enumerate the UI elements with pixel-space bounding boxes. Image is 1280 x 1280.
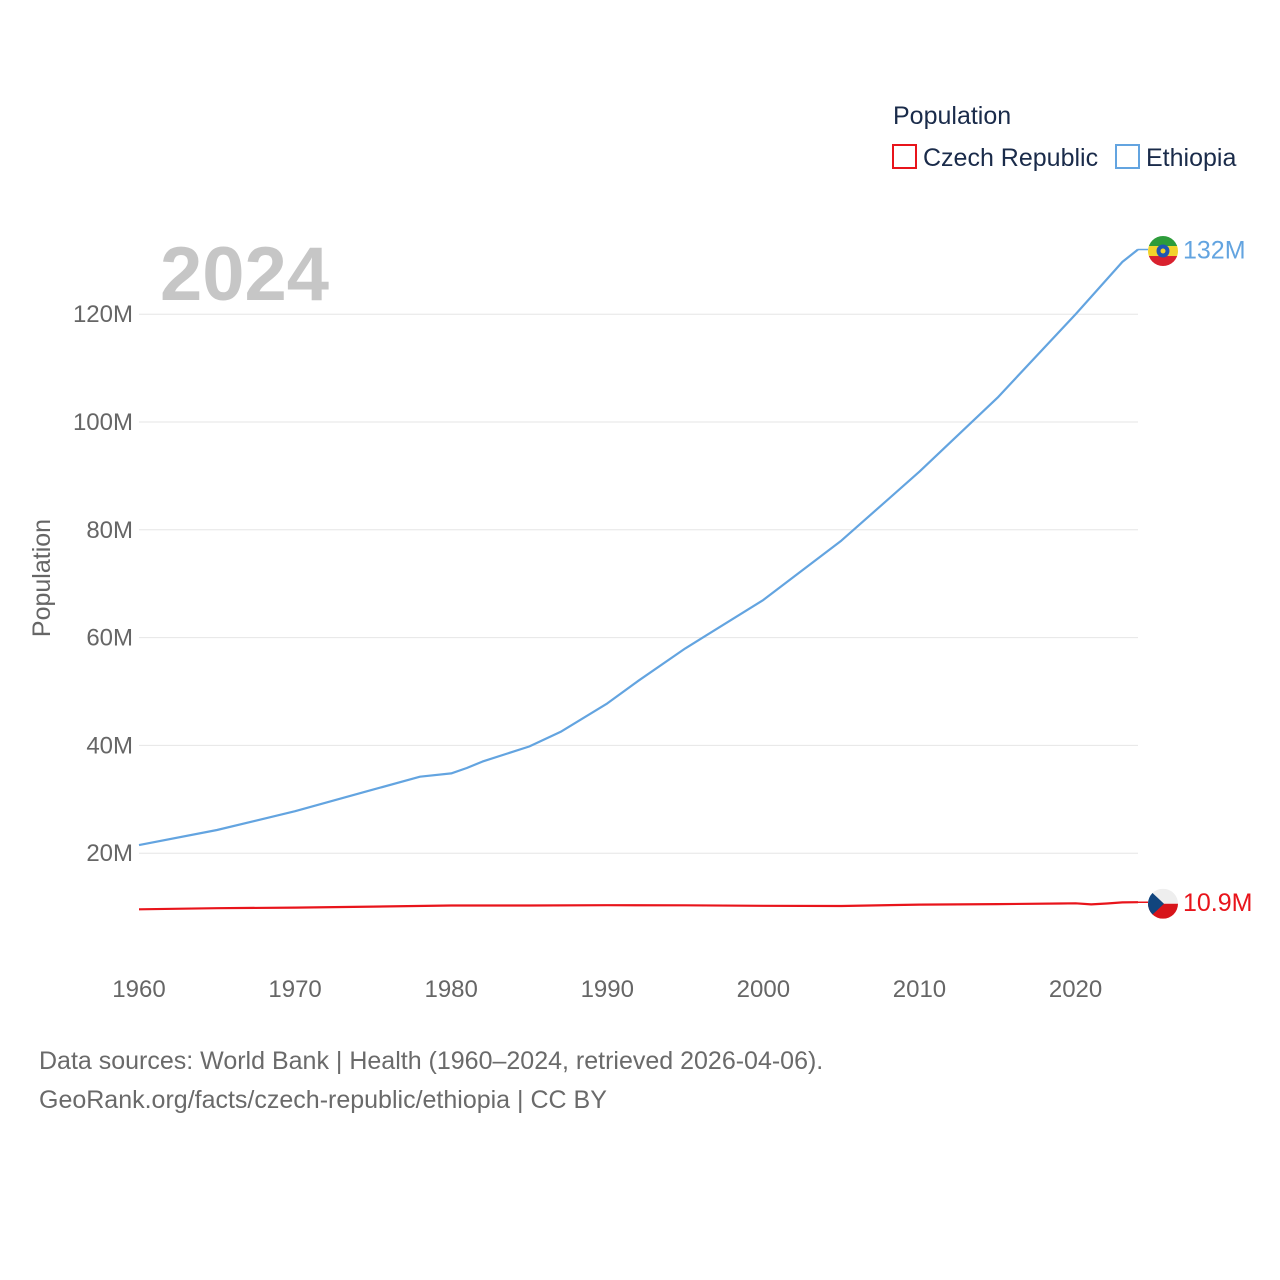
- y-tick-label: 40M: [86, 732, 133, 759]
- legend-label-ethiopia: Ethiopia: [1146, 144, 1236, 172]
- legend-title: Population: [893, 102, 1011, 130]
- end-markers: 132M 10.9M: [1138, 236, 1252, 919]
- legend-item-czech-republic[interactable]: Czech Republic: [892, 144, 1098, 172]
- flag-ethiopia-icon: [1148, 236, 1178, 267]
- x-tick-label: 2010: [893, 976, 946, 1003]
- y-tick-label: 80M: [86, 517, 133, 544]
- x-tick-label: 1990: [581, 976, 634, 1003]
- legend-item-ethiopia[interactable]: Ethiopia: [1115, 144, 1236, 172]
- x-tick-label: 1980: [424, 976, 477, 1003]
- x-tick-label: 1960: [112, 976, 165, 1003]
- x-tick-label: 1970: [268, 976, 321, 1003]
- y-tick-label: 60M: [86, 625, 133, 652]
- end-label-czech-republic: 10.9M: [1183, 889, 1252, 917]
- year-label: 2024: [160, 232, 329, 317]
- series-line-czech-republic[interactable]: [138, 901, 1139, 911]
- legend-swatch-czech-republic: [892, 144, 917, 169]
- series-line-ethiopia[interactable]: [138, 248, 1139, 847]
- x-axis-ticks: 1960 1970 1980 1990 2000 2010 2020: [112, 976, 1102, 1003]
- end-label-ethiopia: 132M: [1183, 237, 1246, 265]
- grid-lines: [139, 313, 1138, 854]
- legend: Population Czech Republic Ethiopia: [892, 102, 1236, 172]
- x-tick-label: 2000: [737, 976, 790, 1003]
- y-tick-label: 100M: [73, 409, 133, 436]
- source-url-line: GeoRank.org/facts/czech-republic/ethiopi…: [39, 1086, 607, 1114]
- legend-label-czech-republic: Czech Republic: [923, 144, 1098, 172]
- y-tick-label: 20M: [86, 840, 133, 867]
- legend-swatch-ethiopia: [1115, 144, 1140, 169]
- flag-czech-republic-icon: [1148, 888, 1178, 919]
- x-tick-label: 2020: [1049, 976, 1102, 1003]
- y-tick-label: 120M: [73, 301, 133, 328]
- source-line: Data sources: World Bank | Health (1960–…: [39, 1047, 823, 1075]
- series-lines: [138, 248, 1139, 911]
- y-axis-label: Population: [28, 519, 56, 637]
- y-axis-ticks: 20M 40M 60M 80M 100M 120M: [73, 301, 133, 867]
